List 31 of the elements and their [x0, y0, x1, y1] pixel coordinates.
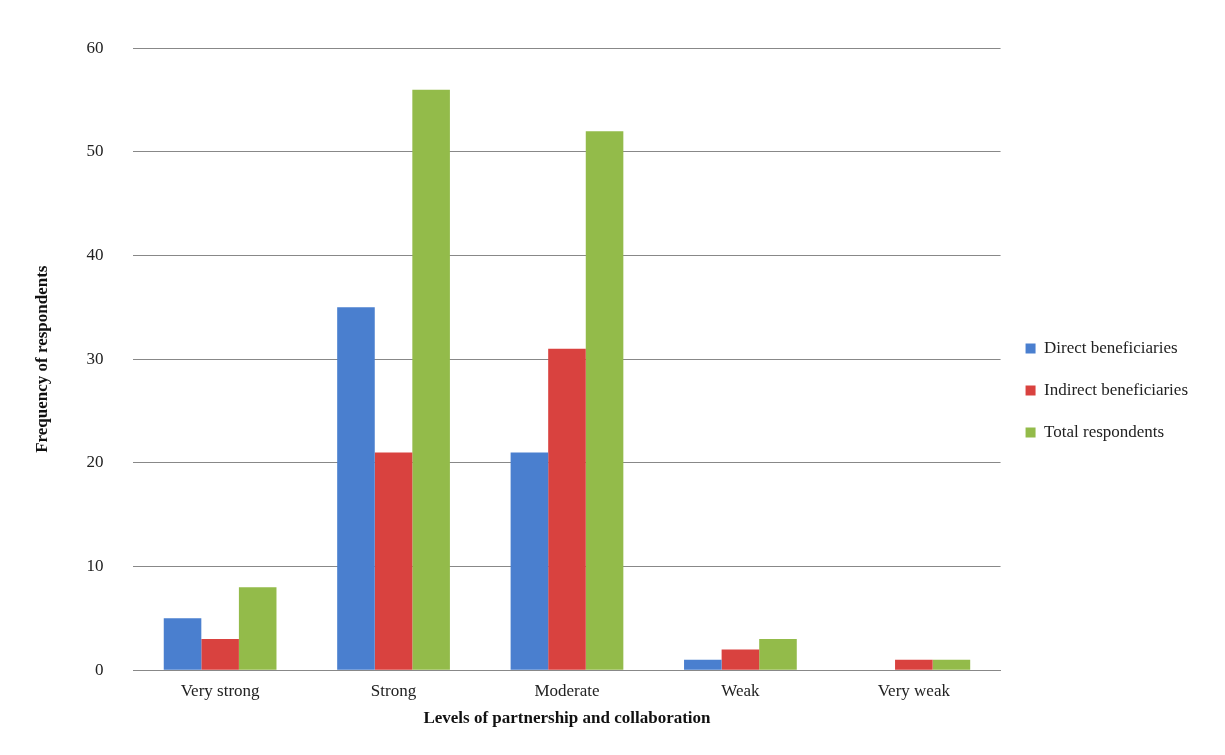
bar [510, 452, 549, 670]
y-tick-label: 0 [94, 659, 104, 679]
y-tick-label: 50 [86, 141, 104, 161]
bar [238, 587, 277, 670]
bar [412, 89, 450, 670]
y-tick-label: 60 [86, 37, 104, 57]
bar [895, 659, 933, 670]
x-axis-title: Levels of partnership and collaboration [423, 708, 712, 728]
bar [721, 649, 760, 670]
bar [374, 452, 413, 670]
bar [759, 639, 797, 670]
x-tick-label: Very weak [877, 680, 951, 700]
x-tick-label: Weak [721, 680, 761, 700]
legend-label: Indirect beneficiaries [1044, 379, 1189, 399]
x-tick-label: Strong [370, 680, 417, 700]
bar [337, 307, 375, 670]
bar [932, 659, 971, 670]
y-tick-label: 10 [86, 556, 104, 575]
y-tick-label: 20 [86, 452, 104, 472]
bar [684, 659, 722, 670]
legend-label: Total respondents [1044, 421, 1165, 441]
x-tick-label: Very strong [180, 680, 261, 700]
bar [585, 131, 624, 670]
x-tick-label: Moderate [534, 680, 600, 700]
y-tick-label: 40 [86, 245, 104, 264]
bar [163, 618, 202, 670]
bar [548, 348, 586, 670]
legend-label: Direct beneficiaries [1044, 337, 1178, 357]
y-axis-title: Frequency of respondents [31, 265, 51, 453]
bar [201, 639, 239, 670]
y-tick-label: 30 [86, 348, 104, 368]
